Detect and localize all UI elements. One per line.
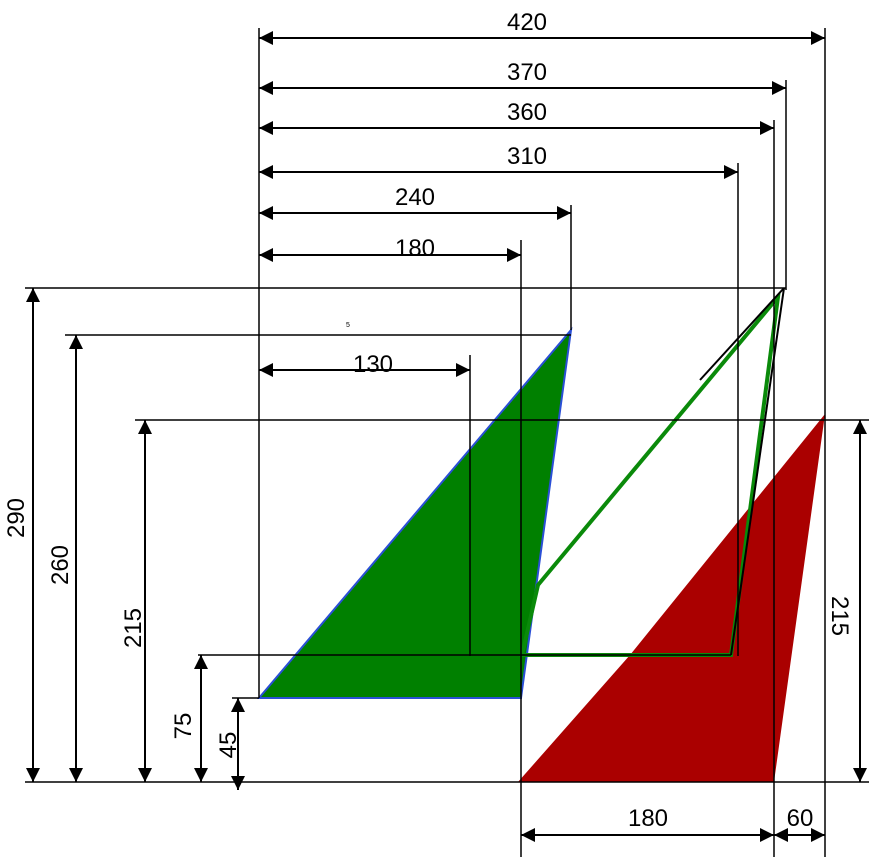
green-triangle — [256, 326, 573, 699]
small-annotation: 5 — [346, 322, 350, 329]
top-dimension-arrows — [259, 31, 825, 377]
dim-label-360: 360 — [507, 99, 547, 126]
dim-label-290: 290 — [3, 498, 30, 538]
black-diagonal-edge-2 — [699, 287, 785, 381]
dim-label-240: 240 — [395, 184, 435, 211]
vertical-extension-lines — [258, 28, 826, 857]
dim-label-215-left: 215 — [120, 608, 147, 648]
red-parallelogram — [518, 414, 825, 782]
dim-label-180-bottom: 180 — [628, 805, 668, 832]
dim-label-310: 310 — [507, 143, 547, 170]
dim-label-420: 420 — [507, 9, 547, 36]
dim-label-130: 130 — [353, 351, 393, 378]
dim-label-180-top: 180 — [395, 235, 435, 262]
dim-label-215-right: 215 — [826, 596, 853, 636]
dim-label-75: 75 — [170, 713, 197, 740]
dim-label-60: 60 — [787, 805, 814, 832]
dim-label-370: 370 — [507, 59, 547, 86]
dim-label-260: 260 — [47, 545, 74, 585]
dim-label-45: 45 — [215, 732, 242, 759]
left-dimension-arrows — [26, 288, 245, 790]
black-diagonal-edge — [730, 287, 785, 656]
